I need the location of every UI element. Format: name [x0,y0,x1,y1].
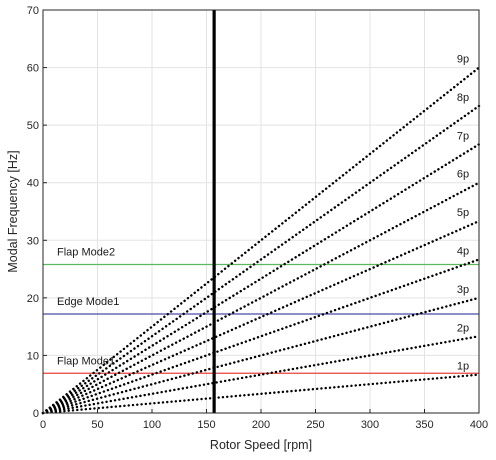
mode-lines [43,263,479,374]
x-tick-label: 250 [306,419,324,431]
x-tick-label: 50 [91,419,103,431]
harmonic-lines [41,66,481,415]
y-tick-label: 10 [27,350,39,362]
x-tick-label: 100 [143,419,161,431]
y-tick-label: 70 [27,5,39,17]
y-tick-label: 60 [27,63,39,75]
harmonic-line-8p [41,104,481,415]
y-axis-label: Modal Frequency [Hz] [6,150,20,272]
harmonic-line-1p [41,373,481,415]
harmonic-line-4p [41,258,481,415]
y-tick-label: 50 [27,120,39,132]
axis-ticks: 0 50 100 150 200 250 300 350 400 0 10 20 30 40 50 60 70 [27,5,488,431]
x-tick-label: 150 [197,419,215,431]
y-tick-label: 30 [27,235,39,247]
harmonic-label: 9p [457,54,469,66]
x-tick-label: 0 [40,419,46,431]
mode-label: Edge Mode1 [57,296,119,308]
series-labels: Flap Mode2 Edge Mode1 Flap Mode1 1p 2p 3p 4p 5p… [57,54,469,373]
harmonic-label: 1p [457,361,469,373]
x-axis-label: Rotor Speed [rpm] [210,438,312,452]
harmonic-label: 7p [457,130,469,142]
x-tick-label: 200 [252,419,270,431]
x-tick-label: 350 [415,419,433,431]
x-tick-label: 400 [470,419,488,431]
y-tick-label: 40 [27,178,39,190]
mode-label: Flap Mode1 [57,355,115,367]
mode-label: Flap Mode2 [57,246,115,258]
harmonic-line-7p [41,143,481,415]
harmonic-line-9p [41,66,481,415]
harmonic-label: 8p [457,92,469,104]
harmonic-label: 6p [457,169,469,181]
harmonic-label: 2p [457,322,469,334]
y-tick-label: 20 [27,293,39,305]
harmonic-line-2p [41,335,481,415]
harmonic-line-6p [41,181,481,415]
harmonic-label: 5p [457,207,469,219]
harmonic-label: 3p [457,284,469,296]
x-tick-label: 300 [361,419,379,431]
harmonic-label: 4p [457,245,469,257]
y-tick-label: 0 [33,408,39,420]
